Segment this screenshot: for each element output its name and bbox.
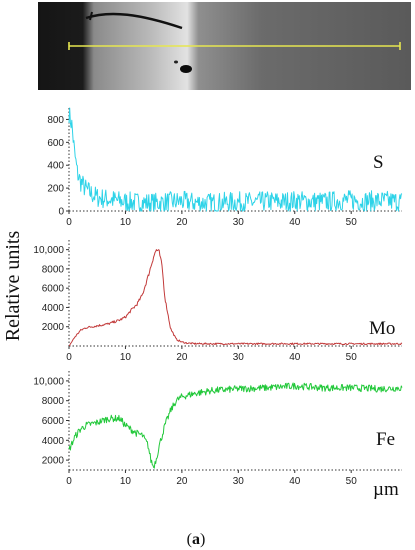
x-tick-label: 40 xyxy=(289,352,301,363)
x-tick-label: 50 xyxy=(346,217,358,228)
y-tick-label: 10,000 xyxy=(33,245,64,256)
figure-caption: (a) xyxy=(187,531,206,548)
x-tick-label: 50 xyxy=(346,476,358,487)
y-tick-label: 400 xyxy=(47,161,64,172)
y-tick-label: 6000 xyxy=(42,284,65,295)
y-tick-label: 600 xyxy=(47,138,64,149)
x-tick-label: 0 xyxy=(66,352,72,363)
y-axis-title: Relative units xyxy=(2,231,24,342)
y-tick-label: 2000 xyxy=(42,456,65,467)
series-line-fe xyxy=(68,382,403,469)
x-tick-label: 0 xyxy=(66,476,72,487)
x-tick-label: 10 xyxy=(120,352,132,363)
y-tick-label: 4000 xyxy=(42,303,65,314)
y-tick-label: 6000 xyxy=(42,416,65,427)
x-tick-label: 10 xyxy=(120,217,132,228)
y-tick-label: 2000 xyxy=(42,322,65,333)
panel-fe: 2000 4000 6000 8000 10,000 0 10 20 30 40 50 xyxy=(33,371,403,487)
series-label-fe: Fe xyxy=(376,429,395,450)
series-label-s: S xyxy=(373,152,384,173)
x-tick-label: 50 xyxy=(346,352,358,363)
x-tick-label: 30 xyxy=(233,217,245,228)
x-tick-label: 0 xyxy=(66,217,72,228)
panel-mo: 2000 4000 6000 8000 10,000 0 10 20 30 40 50 xyxy=(33,240,403,363)
x-tick-label: 20 xyxy=(176,476,188,487)
x-tick-label: 10 xyxy=(120,476,132,487)
x-tick-label: 40 xyxy=(289,476,301,487)
x-axis-unit: µm xyxy=(373,479,399,500)
x-tick-label: 30 xyxy=(233,476,245,487)
x-tick-label: 20 xyxy=(176,352,188,363)
y-tick-label: 8000 xyxy=(42,396,65,407)
y-tick-label: 8000 xyxy=(42,264,65,275)
x-tick-label: 40 xyxy=(289,217,301,228)
y-tick-label: 4000 xyxy=(42,436,65,447)
y-tick-label: 800 xyxy=(47,115,64,126)
series-line-mo xyxy=(68,249,403,346)
panel-s: 0 200 400 600 800 0 10 20 30 40 50 xyxy=(47,107,403,228)
y-tick-label: 0 xyxy=(58,207,64,218)
y-tick-label: 200 xyxy=(47,184,64,195)
x-tick-label: 20 xyxy=(176,217,188,228)
series-label-mo: Mo xyxy=(369,318,395,339)
y-tick-label: 10,000 xyxy=(33,376,64,387)
x-tick-label: 30 xyxy=(233,352,245,363)
series-line-s xyxy=(68,107,403,212)
scan-line xyxy=(68,42,401,50)
